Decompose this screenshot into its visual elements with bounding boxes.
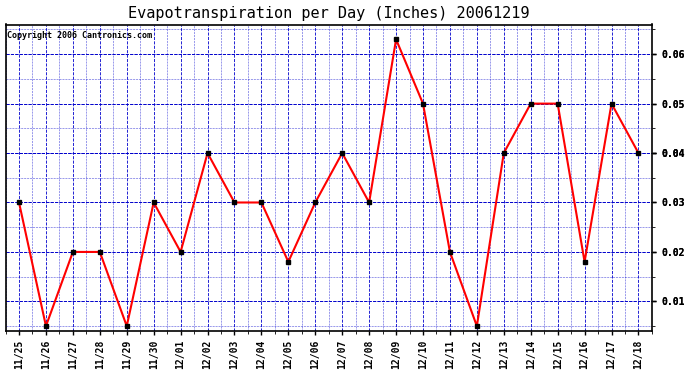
Text: Copyright 2006 Cantronics.com: Copyright 2006 Cantronics.com — [7, 31, 152, 40]
Title: Evapotranspiration per Day (Inches) 20061219: Evapotranspiration per Day (Inches) 2006… — [128, 6, 529, 21]
